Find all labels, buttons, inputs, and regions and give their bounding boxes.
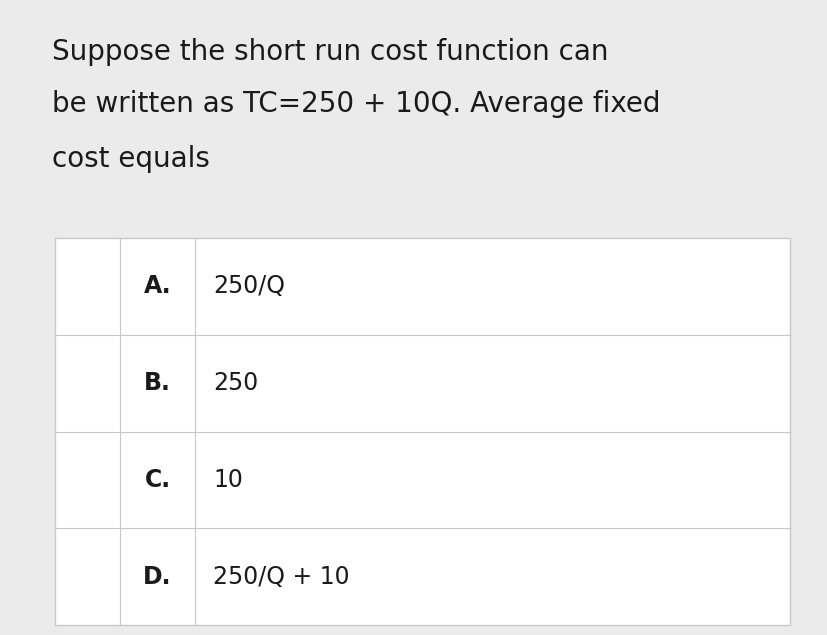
- Text: 10: 10: [213, 468, 243, 492]
- Text: 250/Q: 250/Q: [213, 274, 285, 298]
- Text: Suppose the short run cost function can: Suppose the short run cost function can: [52, 38, 609, 66]
- Text: 250/Q + 10: 250/Q + 10: [213, 565, 350, 589]
- Bar: [55, 238, 790, 625]
- Text: B.: B.: [144, 371, 171, 395]
- Bar: [40, 15, 790, 205]
- Text: C.: C.: [145, 468, 170, 492]
- Text: cost equals: cost equals: [52, 145, 210, 173]
- Text: 250: 250: [213, 371, 258, 395]
- Text: D.: D.: [143, 565, 172, 589]
- Text: be written as TC=250 + 10Q. Average fixed: be written as TC=250 + 10Q. Average fixe…: [52, 90, 661, 118]
- Text: A.: A.: [144, 274, 171, 298]
